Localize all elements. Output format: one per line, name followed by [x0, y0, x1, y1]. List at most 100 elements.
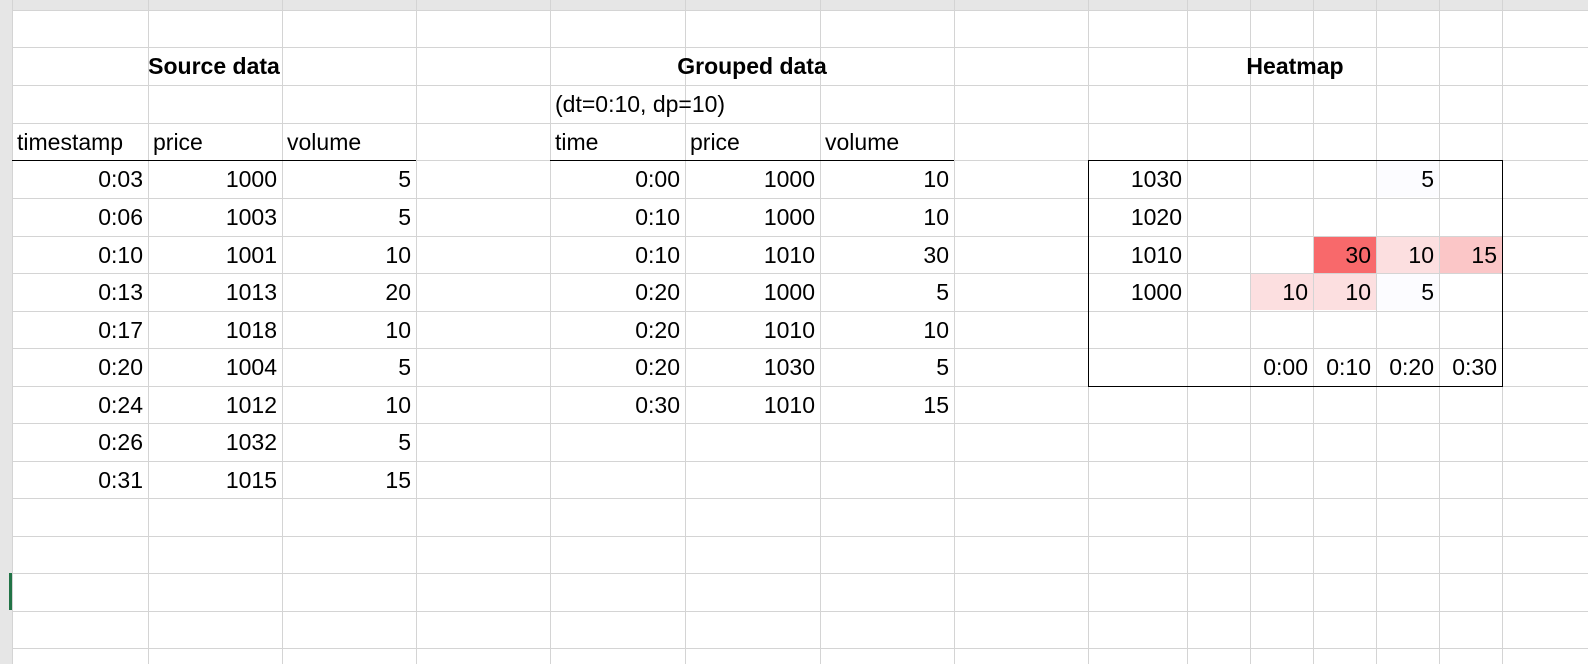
source-cell[interactable]: 5: [398, 204, 411, 230]
grouped-cell[interactable]: 1000: [763, 279, 815, 305]
row-gridline: [12, 348, 1588, 349]
row-gridline: [12, 198, 1588, 199]
row-gridline: [12, 47, 1588, 48]
column-gridline: [550, 0, 551, 664]
source-cell[interactable]: 0:26: [98, 429, 143, 455]
column-gridline: [1313, 0, 1314, 664]
grouped-header-1[interactable]: price: [690, 129, 740, 155]
grouped-cell[interactable]: 0:30: [635, 392, 680, 418]
heatmap-time-label[interactable]: 0:20: [1389, 354, 1434, 380]
heatmap-cell-fill: [1251, 274, 1313, 310]
column-gridline: [685, 0, 686, 664]
grouped-cell[interactable]: 0:20: [635, 279, 680, 305]
heatmap-price-label[interactable]: 1000: [1130, 279, 1182, 305]
grouped-cell[interactable]: 1010: [763, 392, 815, 418]
grouped-cell[interactable]: 30: [923, 242, 949, 268]
grouped-cell[interactable]: 1010: [763, 317, 815, 343]
column-gridline: [954, 0, 955, 664]
row-gridline: [12, 311, 1588, 312]
source-cell[interactable]: 0:24: [98, 392, 143, 418]
source-cell[interactable]: 1018: [225, 317, 277, 343]
source-cell[interactable]: 1015: [225, 467, 277, 493]
heatmap-value[interactable]: 5: [1421, 279, 1434, 305]
source-cell[interactable]: 10: [385, 392, 411, 418]
grouped-cell[interactable]: 0:00: [635, 166, 680, 192]
heatmap-value[interactable]: 15: [1471, 242, 1497, 268]
heatmap-border-right: [1502, 160, 1503, 386]
heatmap-value[interactable]: 10: [1408, 242, 1434, 268]
row-gridline: [12, 273, 1588, 274]
row-gridline: [12, 611, 1588, 612]
grouped-cell[interactable]: 0:20: [635, 354, 680, 380]
grouped-cell[interactable]: 15: [923, 392, 949, 418]
column-gridline: [1439, 0, 1440, 664]
heatmap-value[interactable]: 10: [1282, 279, 1308, 305]
source-cell[interactable]: 15: [385, 467, 411, 493]
heatmap-border-top: [1088, 160, 1503, 161]
source-cell[interactable]: 5: [398, 166, 411, 192]
source-header-1[interactable]: price: [153, 129, 203, 155]
row-gridline: [12, 85, 1588, 86]
source-cell[interactable]: 1032: [225, 429, 277, 455]
grouped-cell[interactable]: 1030: [763, 354, 815, 380]
heatmap-price-label[interactable]: 1010: [1130, 242, 1182, 268]
source-cell[interactable]: 10: [385, 242, 411, 268]
grouped-data-title[interactable]: Grouped data: [677, 53, 827, 79]
grouped-cell[interactable]: 5: [936, 279, 949, 305]
source-header-0[interactable]: timestamp: [17, 129, 124, 155]
source-cell[interactable]: 0:20: [98, 354, 143, 380]
source-cell[interactable]: 0:13: [98, 279, 143, 305]
grouped-cell[interactable]: 0:20: [635, 317, 680, 343]
heatmap-border-bottom: [1088, 386, 1503, 387]
grouped-cell[interactable]: 10: [923, 166, 949, 192]
source-cell[interactable]: 1003: [225, 204, 277, 230]
grouped-header-2[interactable]: volume: [825, 129, 900, 155]
source-cell[interactable]: 20: [385, 279, 411, 305]
source-cell[interactable]: 0:06: [98, 204, 143, 230]
heatmap-price-label[interactable]: 1030: [1130, 166, 1182, 192]
source-cell[interactable]: 0:31: [98, 467, 143, 493]
row-gridline: [12, 236, 1588, 237]
heatmap-price-label[interactable]: 1020: [1130, 204, 1182, 230]
grouped-cell[interactable]: 1010: [763, 242, 815, 268]
row-gridline: [12, 498, 1588, 499]
row-gridline: [12, 536, 1588, 537]
source-cell[interactable]: 1001: [225, 242, 277, 268]
source-cell[interactable]: 0:10: [98, 242, 143, 268]
source-cell[interactable]: 5: [398, 354, 411, 380]
source-header-underline: [12, 160, 416, 161]
heatmap-value[interactable]: 10: [1345, 279, 1371, 305]
source-header-2[interactable]: volume: [287, 129, 362, 155]
heatmap-border-left: [1088, 160, 1089, 386]
heatmap-cell-fill: [1440, 237, 1502, 273]
source-cell[interactable]: 10: [385, 317, 411, 343]
grouped-data-subtitle[interactable]: (dt=0:10, dp=10): [555, 91, 726, 117]
source-data-title[interactable]: Source data: [148, 53, 280, 79]
grouped-cell[interactable]: 5: [936, 354, 949, 380]
grouped-cell[interactable]: 10: [923, 204, 949, 230]
grouped-cell[interactable]: 1000: [763, 204, 815, 230]
heatmap-time-label[interactable]: 0:00: [1263, 354, 1308, 380]
grouped-header-0[interactable]: time: [555, 129, 599, 155]
source-cell[interactable]: 5: [398, 429, 411, 455]
column-gridline: [1187, 0, 1188, 664]
heatmap-time-label[interactable]: 0:30: [1452, 354, 1497, 380]
grouped-cell[interactable]: 0:10: [635, 204, 680, 230]
source-cell[interactable]: 1000: [225, 166, 277, 192]
source-cell[interactable]: 1013: [225, 279, 277, 305]
row-gridline: [12, 648, 1588, 649]
row-gridline: [12, 461, 1588, 462]
grouped-cell[interactable]: 1000: [763, 166, 815, 192]
grouped-cell[interactable]: 0:10: [635, 242, 680, 268]
source-cell[interactable]: 0:17: [98, 317, 143, 343]
heatmap-value[interactable]: 5: [1421, 166, 1434, 192]
source-cell[interactable]: 0:03: [98, 166, 143, 192]
heatmap-title[interactable]: Heatmap: [1246, 53, 1344, 79]
heatmap-cell-fill: [1314, 237, 1376, 273]
grouped-cell[interactable]: 10: [923, 317, 949, 343]
heatmap-time-label[interactable]: 0:10: [1326, 354, 1371, 380]
source-cell[interactable]: 1004: [225, 354, 277, 380]
source-cell[interactable]: 1012: [225, 392, 277, 418]
heatmap-value[interactable]: 30: [1345, 242, 1371, 268]
